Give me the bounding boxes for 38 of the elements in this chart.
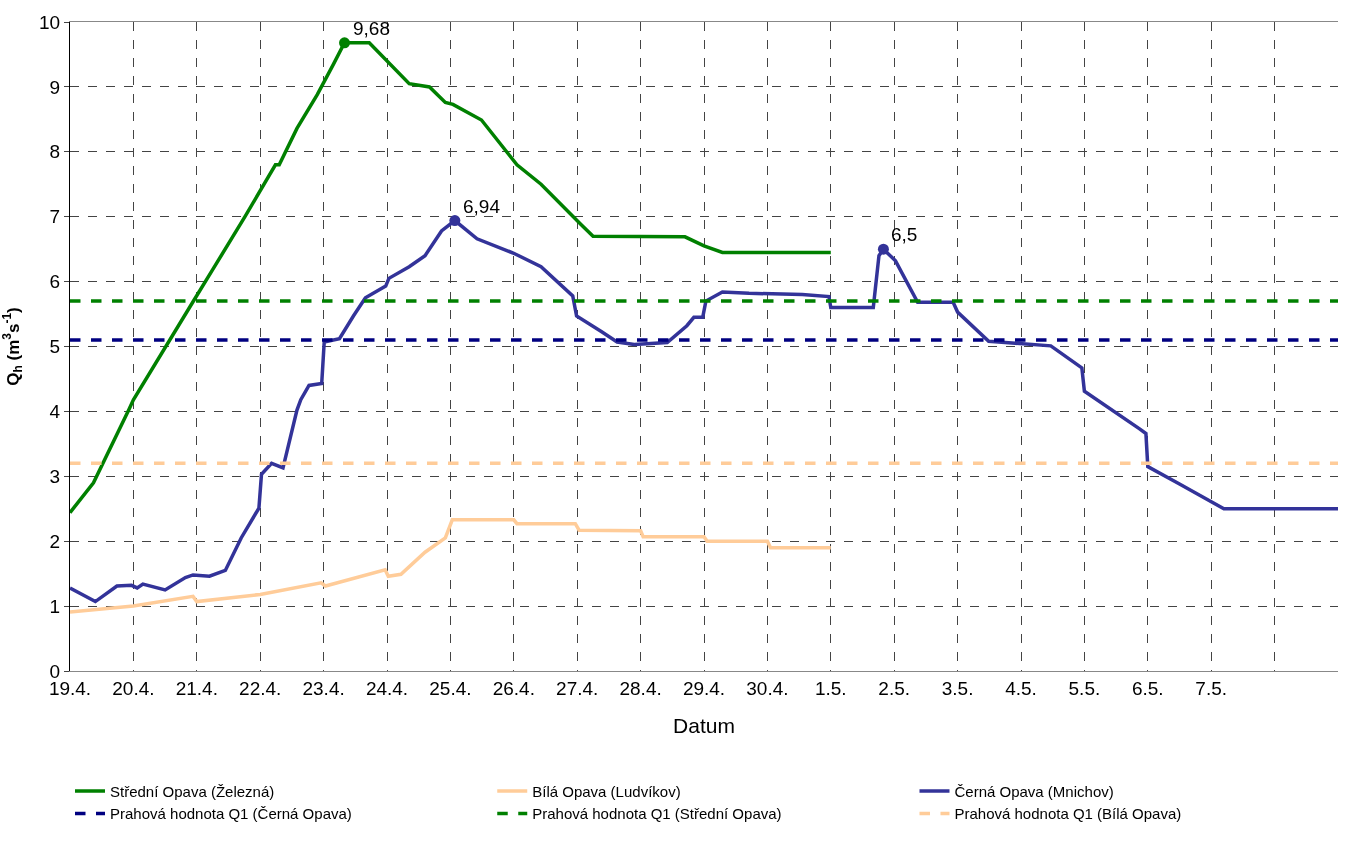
x-tick-label: 1.5. — [814, 677, 847, 699]
x-tick-label: 5.5. — [1068, 677, 1101, 699]
legend-label: Prahová hodnota Q1 (Bílá Opava) — [954, 805, 1182, 823]
x-tick-label: 3.5. — [941, 677, 974, 699]
legend-label: Prahová hodnota Q1 (Střední Opava) — [532, 805, 782, 823]
x-tick-label: 29.4. — [682, 677, 726, 699]
x-tick-label: 4.5. — [1005, 677, 1037, 699]
legend-label: Střední Opava (Železná) — [110, 782, 275, 800]
y-tick-label: 7 — [49, 206, 61, 228]
x-tick-label: 2.5. — [878, 677, 911, 699]
legend-label: Černá Opava (Mnichov) — [954, 782, 1114, 800]
y-tick-label: 10 — [39, 11, 61, 33]
x-tick-label: 26.4. — [492, 677, 535, 699]
y-tick-label: 6 — [49, 271, 61, 293]
y-tick-label: 9 — [49, 76, 61, 98]
x-tick-label: 27.4. — [556, 677, 599, 699]
annotation: 6,5 — [891, 224, 918, 245]
x-tick-label: 24.4. — [365, 677, 409, 699]
x-tick-label: 21.4. — [175, 677, 218, 699]
y-tick-label: 3 — [49, 465, 61, 487]
x-tick-label: 6.5. — [1131, 677, 1164, 699]
x-tick-label: 7.5. — [1195, 677, 1228, 699]
x-axis-title: Datum — [673, 714, 735, 737]
y-tick-label: 5 — [49, 336, 61, 358]
y-tick-label: 1 — [49, 595, 61, 617]
y-tick-label: 2 — [49, 530, 61, 552]
legend-label: Bílá Opava (Ludvíkov) — [532, 782, 681, 800]
x-tick-label: 25.4. — [429, 677, 472, 699]
x-tick-label: 23.4. — [302, 677, 345, 699]
x-tick-label: 22.4. — [239, 677, 282, 699]
legend-label: Prahová hodnota Q1 (Černá Opava) — [110, 805, 352, 823]
y-tick-label: 8 — [49, 141, 61, 163]
x-tick-label: 20.4. — [112, 677, 155, 699]
x-tick-label: 30.4. — [746, 677, 789, 699]
annotation: 9,68 — [353, 18, 390, 39]
annotation: 6,94 — [463, 196, 501, 217]
x-tick-label: 28.4. — [619, 677, 662, 699]
y-tick-label: 4 — [49, 401, 61, 423]
